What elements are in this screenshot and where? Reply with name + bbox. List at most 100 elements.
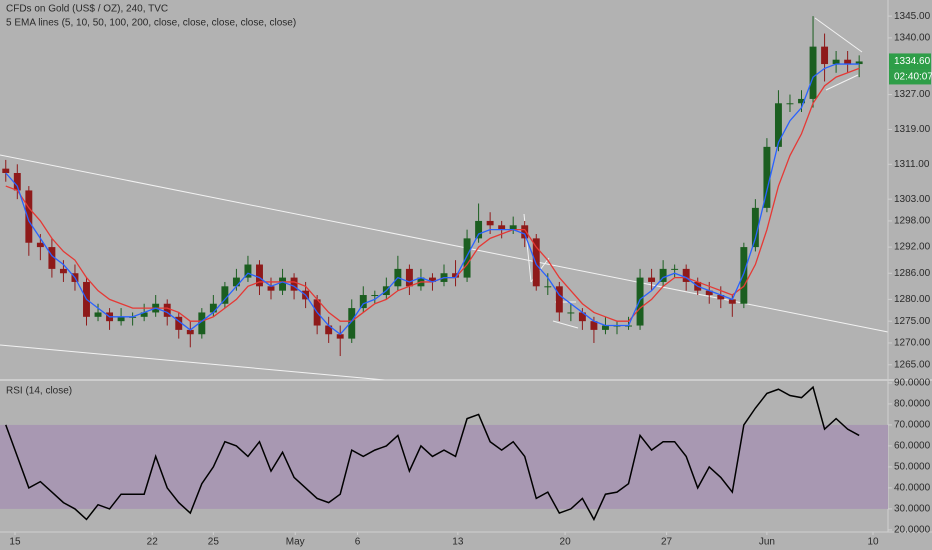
candle-body: [809, 46, 817, 99]
candle-body: [429, 277, 436, 282]
candle-body: [821, 46, 829, 65]
candle-body: [36, 242, 44, 248]
candle-body: [601, 325, 609, 330]
candle-body: [786, 103, 794, 105]
y-tick-label: 1319.00: [894, 124, 931, 135]
y-tick-label: 1327.00: [894, 89, 931, 100]
rsi-band: [0, 424, 888, 509]
candle-body: [336, 334, 344, 339]
candle-body: [521, 225, 529, 239]
last-price-label: 1334.60: [894, 56, 931, 67]
candle-body: [509, 225, 517, 230]
x-tick-label: 27: [661, 537, 673, 548]
y-tick-label: 60.0000: [894, 441, 931, 452]
y-tick-label: 1280.00: [894, 294, 931, 305]
candle-body: [832, 59, 840, 65]
candle-body: [544, 286, 552, 288]
candle-body: [452, 273, 459, 278]
chart-title: CFDs on Gold (US$ / OZ), 240, TVC: [6, 4, 168, 15]
candle-body: [855, 61, 863, 65]
candle-body: [13, 173, 21, 191]
candle-body: [578, 312, 586, 322]
countdown-label: 02:40:07: [894, 72, 932, 83]
candle-body: [163, 303, 171, 317]
trendline: [814, 17, 863, 53]
y-tick-label: 1345.00: [894, 11, 931, 22]
candle-body: [751, 207, 759, 248]
x-tick-label: 20: [560, 537, 572, 548]
rsi-line: [5, 385, 860, 522]
y-tick-label: 70.0000: [894, 420, 931, 431]
y-tick-label: 1275.00: [894, 316, 931, 327]
x-tick-label: 25: [208, 537, 220, 548]
candle-body: [682, 268, 690, 282]
candle-body: [186, 329, 194, 335]
candle-body: [636, 277, 644, 326]
y-tick-label: 1286.00: [894, 268, 931, 279]
candle-body: [94, 312, 102, 317]
candle-body: [498, 225, 506, 230]
candle-body: [728, 299, 736, 304]
y-tick-label: 1303.00: [894, 194, 931, 205]
last-price-box: [889, 53, 931, 70]
trendline: [0, 344, 386, 381]
countdown-box: [889, 69, 931, 85]
candle-body: [244, 264, 252, 278]
candle-body: [290, 277, 298, 291]
y-tick-label: 50.0000: [894, 462, 931, 473]
candle-body: [59, 268, 67, 274]
y-tick-label: 40.0000: [894, 483, 931, 494]
candle-body: [348, 308, 356, 339]
ema-line: [5, 63, 860, 336]
candle-body: [532, 238, 540, 287]
candle-body: [763, 146, 771, 208]
candle-body: [405, 268, 413, 287]
candle-body: [555, 286, 563, 313]
candle-body: [256, 264, 263, 287]
candle-body: [590, 321, 598, 330]
candle-body: [221, 286, 229, 304]
y-tick-label: 1340.00: [894, 33, 931, 44]
candle-body: [463, 238, 471, 278]
indicator-label: 5 EMA lines (5, 10, 50, 100, 200, close,…: [6, 18, 296, 29]
candle-body: [475, 220, 483, 239]
candle-body: [198, 312, 206, 335]
candle-body: [705, 290, 713, 296]
y-tick-label: 20.0000: [894, 525, 931, 536]
candle-body: [567, 312, 575, 314]
candle-body: [325, 325, 333, 335]
candle-body: [48, 247, 56, 269]
y-tick-label: 1298.00: [894, 216, 931, 227]
candle-body: [371, 295, 379, 297]
y-tick-label: 1270.00: [894, 338, 931, 349]
trendline: [825, 74, 859, 91]
candle-body: [844, 59, 852, 65]
y-tick-label: 1292.00: [894, 242, 931, 253]
candle-body: [117, 316, 125, 322]
trendline: [0, 154, 889, 333]
candle-body: [798, 98, 805, 104]
candle-body: [359, 295, 367, 309]
x-tick-label: Jun: [759, 537, 775, 548]
rsi-label: RSI (14, close): [6, 386, 72, 397]
candle-body: [2, 168, 10, 174]
candle-body: [209, 303, 217, 313]
trendline: [552, 320, 579, 329]
candle-body: [671, 268, 679, 270]
candle-body: [774, 103, 782, 147]
x-tick-label: 13: [452, 537, 464, 548]
candle-body: [486, 220, 494, 226]
x-tick-label: 22: [147, 537, 159, 548]
candle-body: [140, 312, 148, 317]
x-tick-label: 15: [9, 537, 21, 548]
candle-body: [25, 190, 33, 243]
candle-body: [648, 277, 656, 282]
candle-body: [279, 277, 287, 291]
y-tick-label: 80.0000: [894, 399, 931, 410]
x-tick-label: May: [286, 537, 305, 548]
x-tick-label: 10: [867, 537, 879, 548]
y-tick-label: 30.0000: [894, 504, 931, 515]
y-tick-label: 1265.00: [894, 359, 931, 370]
candle-body: [267, 286, 275, 291]
